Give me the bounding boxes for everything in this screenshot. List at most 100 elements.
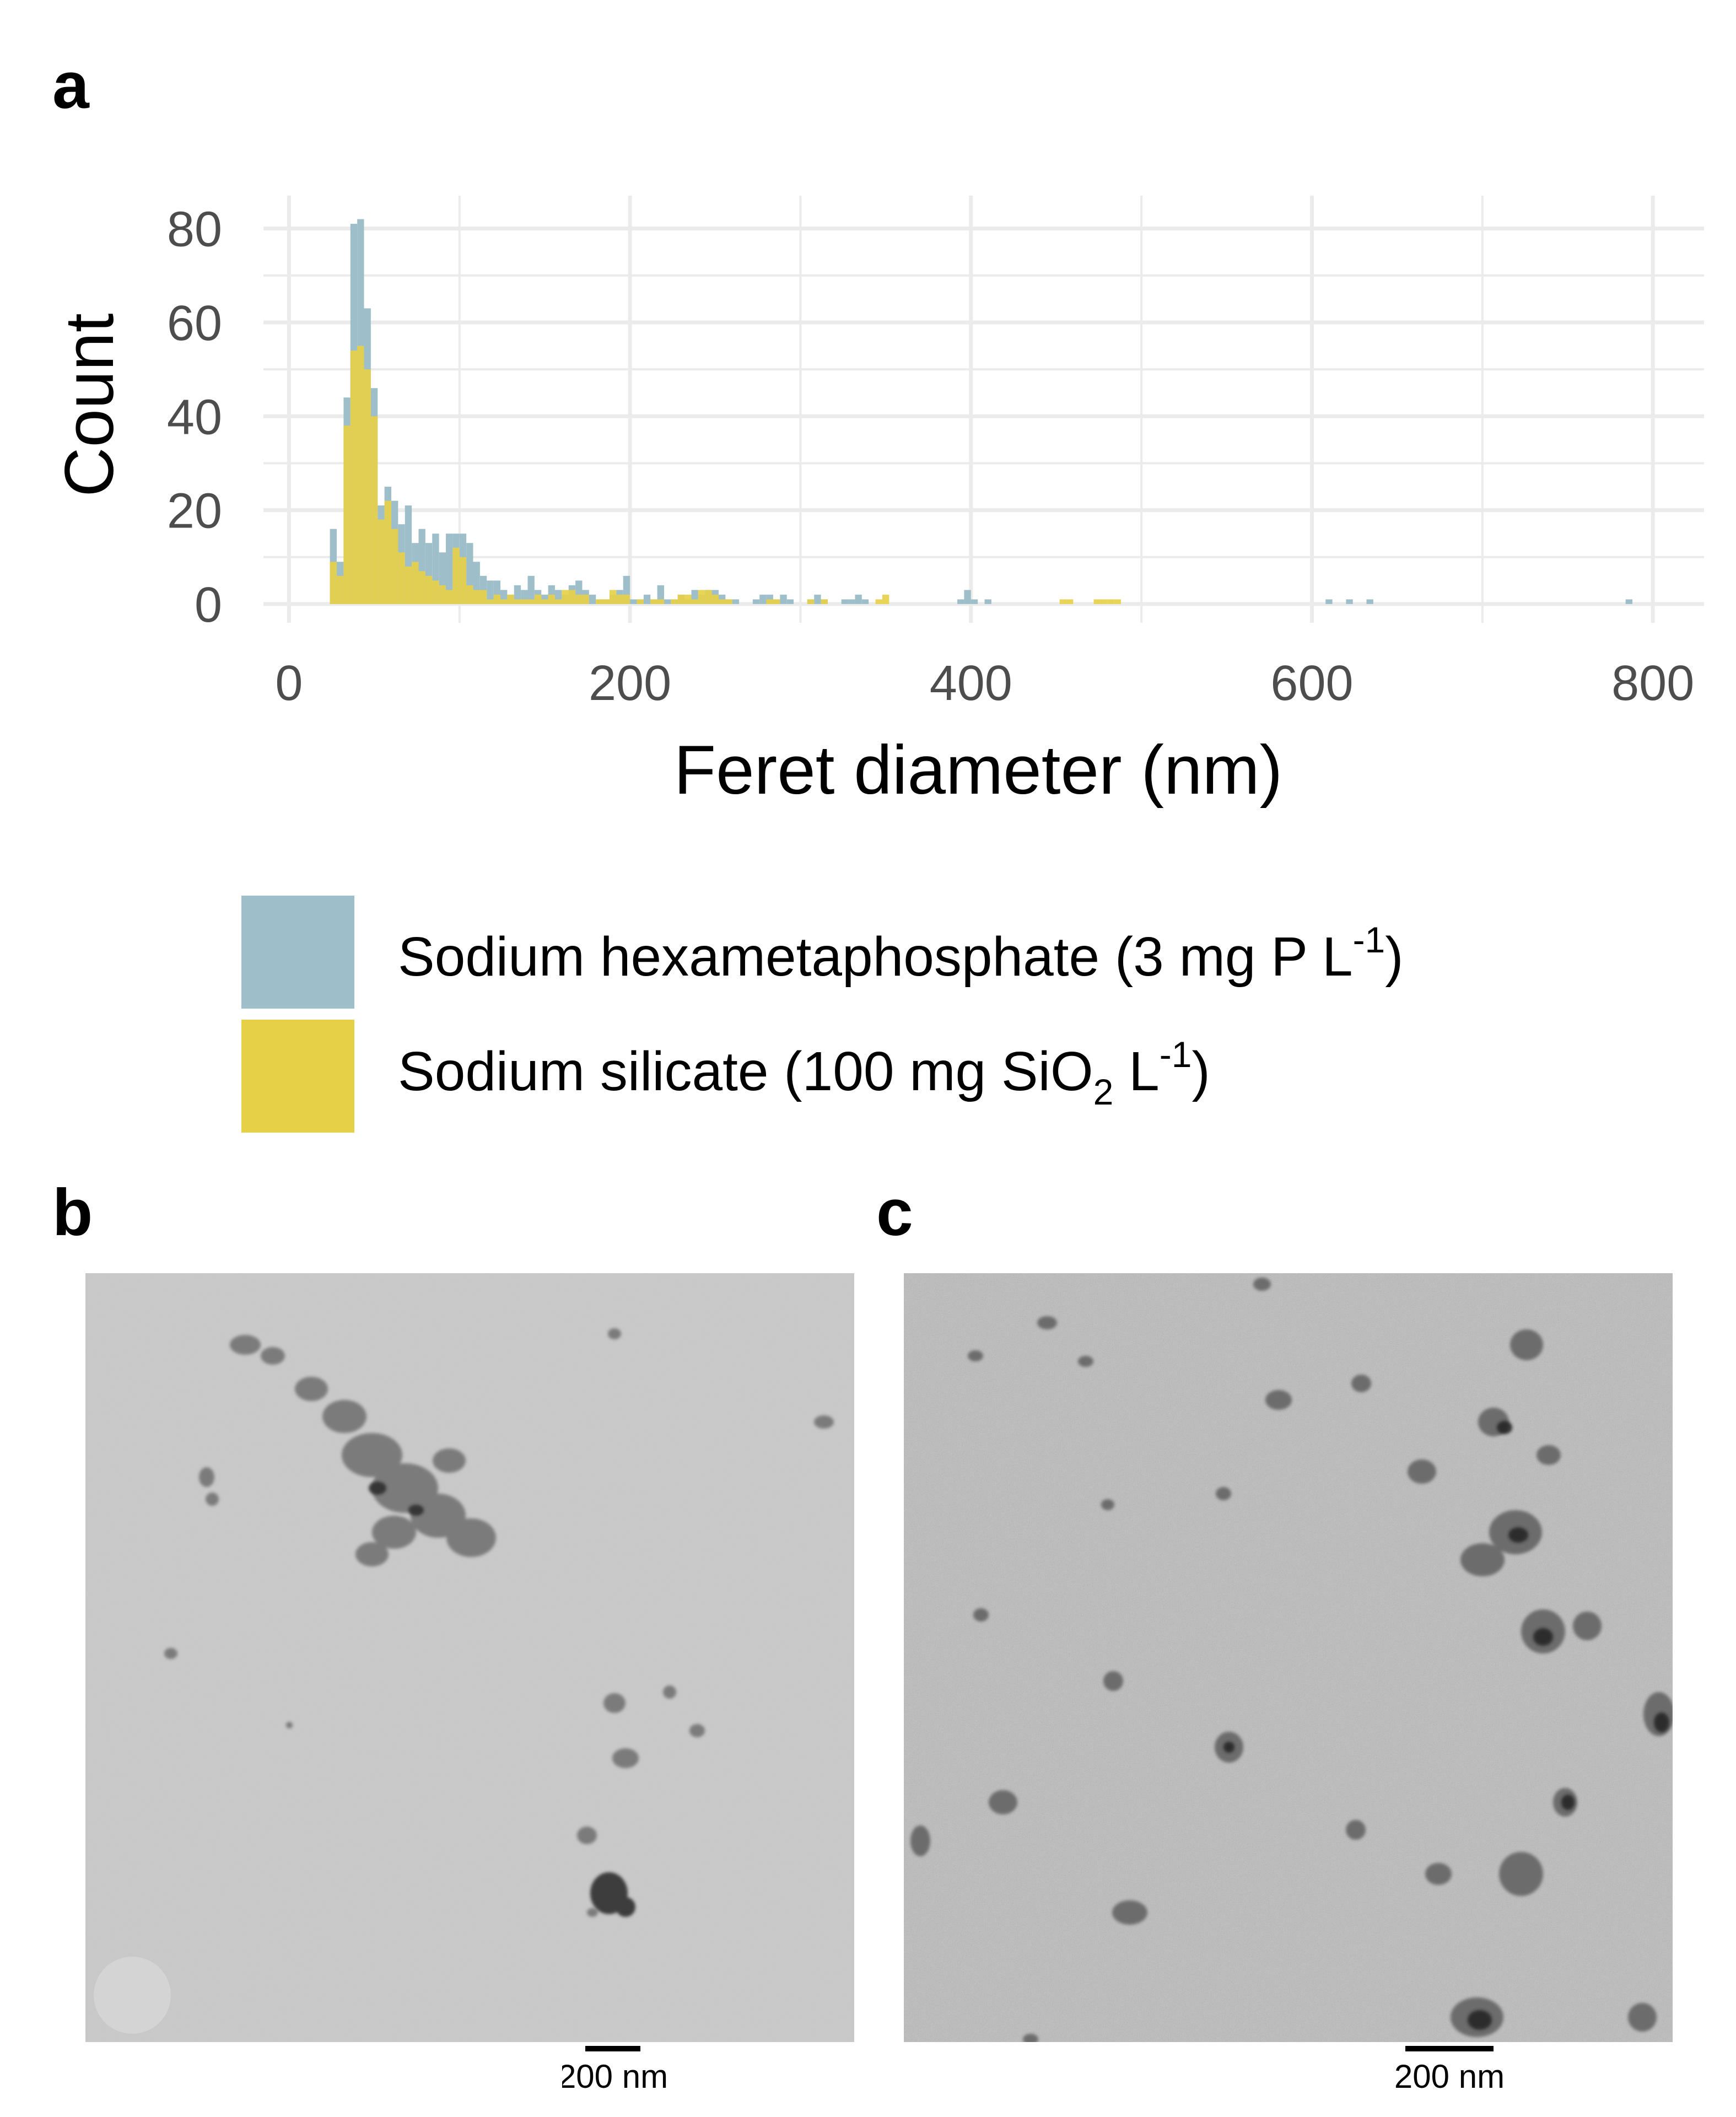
bar-hexametaphosphate [1625,599,1633,604]
bar-silicate [364,369,371,604]
bar-silicate [459,557,467,604]
bar-hexametaphosphate [487,580,494,604]
bar-hexametaphosphate [643,594,651,604]
micrograph-b-image [85,1273,854,2042]
bar-silicate [671,599,678,604]
y-tick-labels: 0 20 40 60 80 [167,202,222,633]
y-axis-title: Count [51,313,128,497]
bar-silicate [650,599,657,604]
bar-silicate [657,599,664,604]
bar-silicate [479,590,487,604]
tem-micrograph-b [85,1273,854,2042]
bar-hexametaphosphate [752,599,760,604]
bar-silicate [521,599,528,604]
bar-silicate [882,594,889,604]
series-hexametaphosphate-bars [330,219,1633,604]
bar-silicate [718,599,726,604]
bar-silicate [350,351,358,604]
legend-key-silicate [241,1020,354,1133]
legend-sil-mid: L [1113,1041,1159,1102]
bar-hexametaphosphate [814,594,821,604]
bar-silicate [1093,599,1101,604]
bar-silicate [807,599,815,604]
bar-silicate [487,599,494,604]
scale-bar-c-line [1405,2046,1494,2051]
bar-silicate [548,594,555,604]
series-silicate-bars [330,346,1122,604]
bar-silicate [337,575,344,604]
bar-silicate [391,529,398,604]
bar-silicate [602,599,610,604]
legend: Sodium hexametaphosphate (3 mg P L-1) So… [241,896,1404,1133]
panel-label-b: b [52,1176,93,1249]
bar-hexametaphosphate [841,599,849,604]
bar-hexametaphosphate [527,575,535,604]
bar-silicate [507,594,514,604]
bar-hexametaphosphate [984,599,991,604]
legend-hexa-sup: -1 [1353,919,1385,960]
bar-hexametaphosphate [630,599,637,604]
x-tick-label: 200 [589,656,671,711]
bar-silicate [554,599,562,604]
bar-silicate [412,562,419,604]
bar-silicate [684,594,692,604]
bar-silicate [821,599,828,604]
bar-silicate [384,500,392,604]
bar-silicate [370,416,378,604]
bar-silicate [452,547,460,604]
bar-silicate [514,599,521,604]
bar-hexametaphosphate [855,594,862,604]
bar-silicate [1100,599,1108,604]
x-tick-labels: 0 200 400 600 800 [275,656,1694,711]
bar-silicate [725,599,732,604]
bar-silicate [623,594,630,604]
bar-hexametaphosphate [446,534,453,604]
bar-hexametaphosphate [759,594,767,604]
bar-silicate [466,585,473,604]
legend-sil-sup: -1 [1160,1034,1192,1075]
bar-hexametaphosphate [780,594,787,604]
chart-grid [263,196,1704,623]
x-tick-label: 600 [1270,656,1353,711]
bar-hexametaphosphate [1366,599,1373,604]
bar-silicate [875,599,882,604]
bar-silicate [378,519,385,604]
legend-hexa-main: Sodium hexametaphosphate (3 mg P L [398,926,1353,988]
legend-sil-tail: ) [1192,1041,1210,1102]
bar-silicate [1059,599,1067,604]
bar-hexametaphosphate [786,599,794,604]
bar-silicate [766,599,773,604]
bar-hexametaphosphate [1346,599,1353,604]
bar-silicate [616,594,623,604]
x-tick-label: 800 [1611,656,1694,711]
bar-silicate [1107,599,1114,604]
bar-silicate [698,590,705,604]
scale-bar-c-label: 200 nm [1394,2058,1505,2095]
x-tick-label: 0 [275,656,303,711]
legend-key-hexametaphosphate [241,896,354,1009]
bar-silicate [439,585,446,604]
x-tick-label: 400 [930,656,1012,711]
panel-label-c: c [876,1176,913,1249]
legend-sil-sub: 2 [1093,1071,1114,1112]
scale-bar-b: 200 nm [562,2046,668,2095]
bar-hexametaphosphate [964,590,971,604]
bar-silicate [637,599,644,604]
bar-silicate [541,599,548,604]
bar-silicate [398,552,405,604]
bar-silicate [562,590,569,604]
bar-silicate [446,590,453,604]
bar-hexametaphosphate [861,599,869,604]
tem-micrograph-c [904,1273,1673,2042]
bar-hexametaphosphate [848,599,855,604]
y-tick-label: 20 [167,484,222,539]
bar-silicate [405,566,412,604]
scale-bar-b-line [585,2046,640,2051]
x-axis-title: Feret diameter (nm) [674,732,1282,809]
y-tick-label: 80 [167,202,222,257]
scale-bar-b-label: 200 nm [562,2058,668,2095]
bar-silicate [582,594,589,604]
legend-label-silicate: Sodium silicate (100 mg SiO2 L-1) [398,1034,1210,1112]
bar-silicate [473,590,480,604]
bar-silicate [330,562,337,604]
